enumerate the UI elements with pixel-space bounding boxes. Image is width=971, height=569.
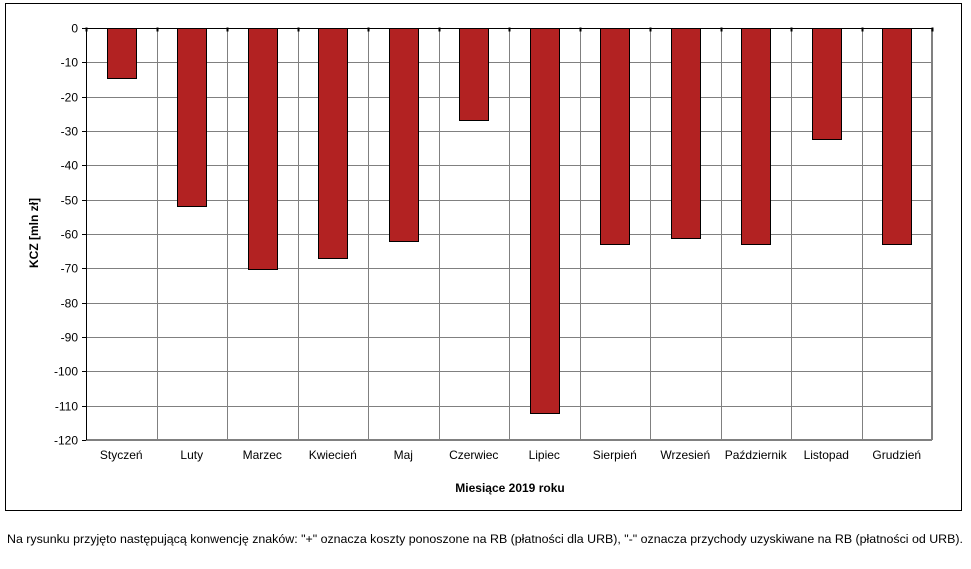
bar-3 bbox=[248, 28, 278, 270]
bar-6 bbox=[459, 28, 489, 121]
x-tick-label: Kwiecień bbox=[309, 448, 357, 462]
bar-12 bbox=[882, 28, 912, 245]
y-tick-label: -110 bbox=[55, 400, 78, 414]
y-tick-label: -120 bbox=[54, 434, 78, 448]
x-tick-label: Maj bbox=[394, 448, 413, 462]
bar-1 bbox=[107, 28, 137, 79]
y-tick-label: -10 bbox=[61, 56, 79, 70]
y-tick-label: -40 bbox=[61, 159, 79, 173]
y-tick-label: -50 bbox=[61, 194, 79, 208]
bar-11 bbox=[812, 28, 842, 140]
y-axis-title: KCZ [mln zł] bbox=[27, 198, 41, 268]
x-tick-label: Grudzień bbox=[872, 448, 921, 462]
x-axis-title: Miesiące 2019 roku bbox=[455, 481, 564, 495]
bar-9 bbox=[671, 28, 701, 239]
y-tick-label: -100 bbox=[54, 365, 78, 379]
bars-layer bbox=[107, 28, 912, 414]
y-tick-label: -20 bbox=[61, 91, 79, 105]
bar-2 bbox=[177, 28, 207, 207]
footnote: Na rysunku przyjęto następującą konwencj… bbox=[7, 532, 963, 546]
x-tick-label: Czerwiec bbox=[449, 448, 498, 462]
bar-7 bbox=[530, 28, 560, 414]
y-tick-label: 0 bbox=[71, 22, 78, 36]
x-tick-label: Wrzesień bbox=[660, 448, 710, 462]
y-tick-label: -30 bbox=[61, 125, 79, 139]
bar-4 bbox=[318, 28, 348, 259]
bar-10 bbox=[741, 28, 771, 245]
x-tick-label: Marzec bbox=[243, 448, 282, 462]
x-tick-label: Listopad bbox=[804, 448, 849, 462]
bar-8 bbox=[600, 28, 630, 245]
x-tick-label: Styczeń bbox=[100, 448, 143, 462]
x-tick-label: Luty bbox=[180, 448, 203, 462]
y-tick-label: -90 bbox=[61, 331, 79, 345]
x-tick-label: Lipiec bbox=[529, 448, 560, 462]
grid-layer bbox=[86, 28, 933, 441]
bar-5 bbox=[389, 28, 419, 242]
ticks-layer: 0 -10 -20 -30 -40 -50 -60 -70 -80 -90 -100 -110 -120… bbox=[54, 22, 934, 462]
y-tick-label: -60 bbox=[61, 228, 79, 242]
bar-chart: 0 -10 -20 -30 -40 -50 -60 -70 -80 -90 -100 -110 -120… bbox=[27, 22, 934, 495]
y-tick-label: -80 bbox=[61, 297, 79, 311]
x-tick-label: Październik bbox=[725, 448, 788, 462]
y-tick-label: -70 bbox=[61, 262, 79, 276]
x-tick-label: Sierpień bbox=[593, 448, 637, 462]
